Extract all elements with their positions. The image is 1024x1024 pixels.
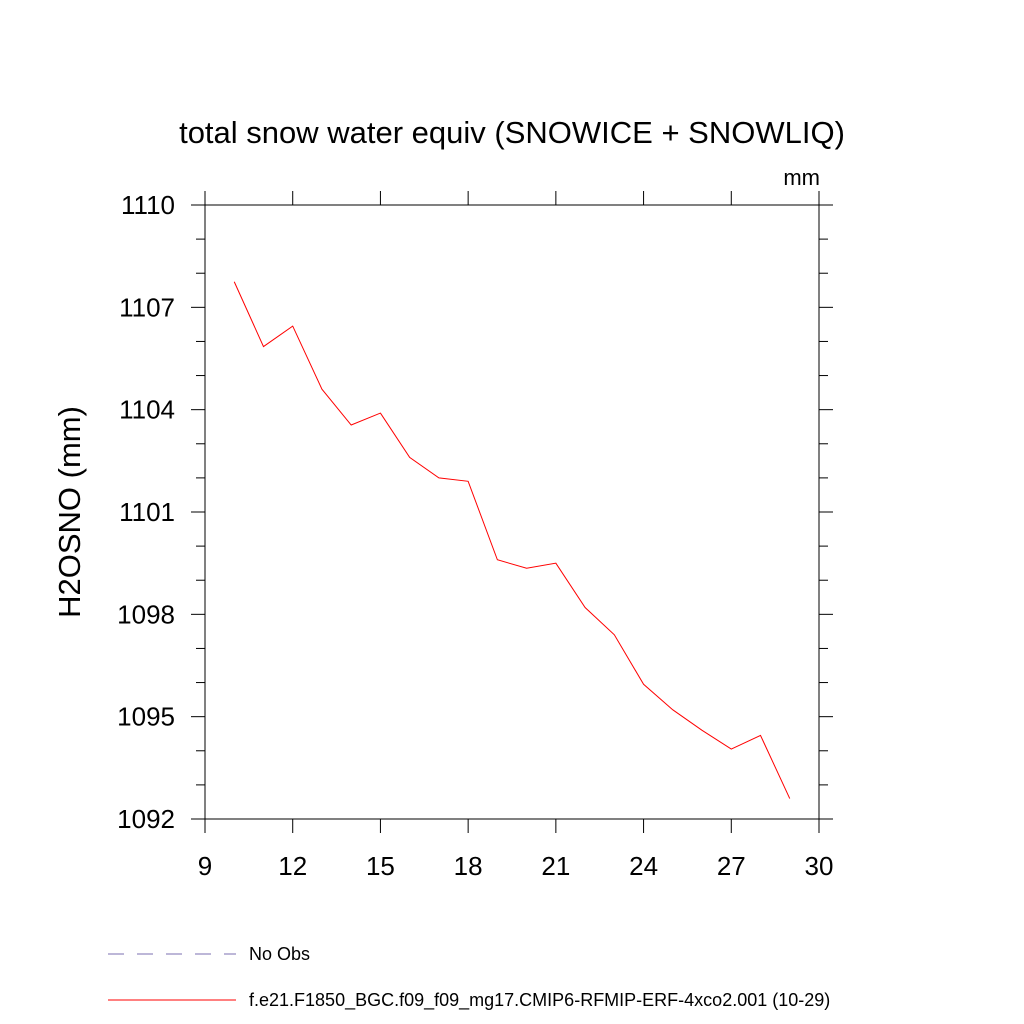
x-tick-label: 24: [629, 851, 658, 881]
y-tick-label: 1101: [119, 497, 175, 527]
plot-frame: [204, 204, 820, 820]
x-tick-label: 21: [541, 851, 570, 881]
legend-label: f.e21.F1850_BGC.f09_f09_mg17.CMIP6-RFMIP…: [249, 990, 830, 1011]
y-axis-label: H2OSNO (mm): [52, 406, 87, 618]
units-label: mm: [783, 165, 820, 190]
series-group: [233, 281, 791, 799]
tick-labels: 9 12 15 18 21 24 27 30 1092 1095 1098 1101 1104 1107 1…: [117, 190, 833, 881]
legend: No Obs f.e21.F1850_BGC.f09_f09_mg17.CMIP6…: [108, 944, 830, 1011]
axis-ticks: [191, 191, 833, 833]
legend-label: No Obs: [249, 944, 310, 964]
y-tick-label: 1098: [117, 599, 175, 629]
y-tick-label: 1110: [121, 190, 175, 220]
x-tick-label: 18: [454, 851, 483, 881]
x-tick-label: 30: [805, 851, 834, 881]
y-tick-label: 1092: [117, 804, 175, 834]
x-tick-label: 27: [717, 851, 746, 881]
x-tick-label: 15: [366, 851, 395, 881]
x-tick-label: 12: [278, 851, 307, 881]
y-tick-label: 1104: [119, 395, 175, 425]
series-line: [233, 281, 791, 799]
y-tick-label: 1095: [117, 702, 175, 732]
y-tick-label: 1107: [119, 292, 175, 322]
x-tick-label: 9: [198, 851, 212, 881]
chart-title: total snow water equiv (SNOWICE + SNOWLI…: [179, 115, 845, 150]
